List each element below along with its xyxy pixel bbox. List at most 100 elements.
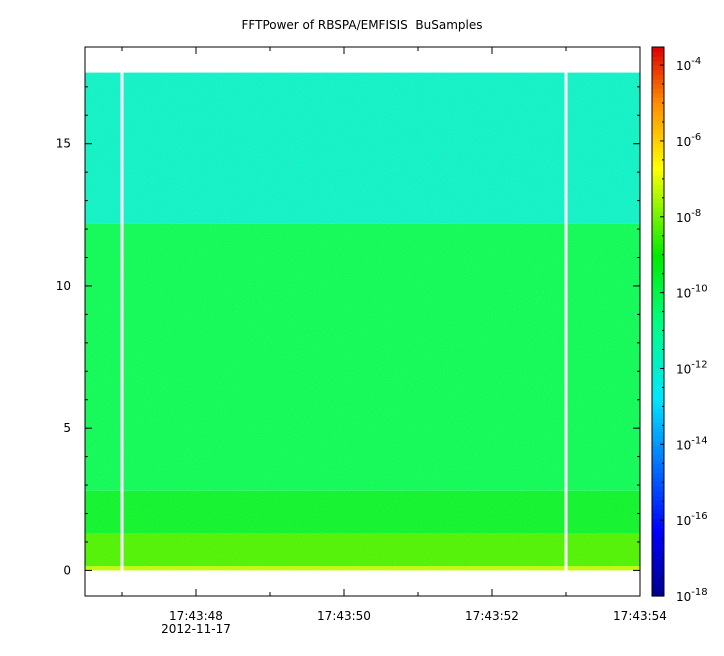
colorbar-segment <box>652 550 664 556</box>
colorbar-segment <box>652 138 664 144</box>
colorbar-tick-label: 10-4 <box>676 56 701 73</box>
colorbar-segment <box>652 266 664 272</box>
colorbar-segment <box>652 504 664 510</box>
y-tick-label: 5 <box>63 421 71 435</box>
colorbar-segment <box>652 220 664 227</box>
x-tick-label: 17:43:52 <box>465 609 519 623</box>
y-tick-label: 10 <box>56 279 71 293</box>
colorbar-segment <box>652 165 664 172</box>
colorbar-segment <box>652 435 664 442</box>
colorbar-segment <box>652 284 664 291</box>
colorbar-segment <box>652 83 664 89</box>
colorbar-segment <box>652 225 664 231</box>
colorbar-segment <box>652 120 664 126</box>
colorbar-tick-label: 10-18 <box>676 587 708 604</box>
colorbar-segment <box>652 563 664 570</box>
colorbar-tick-label: 10-16 <box>676 511 708 528</box>
y-tick-label: 0 <box>63 563 71 577</box>
colorbar-segment <box>652 234 664 240</box>
colorbar-segment <box>652 307 664 313</box>
colorbar-segment <box>652 536 664 542</box>
colorbar-segment <box>652 197 664 204</box>
colorbar-segment <box>652 495 664 501</box>
y-tick-label: 15 <box>56 137 71 151</box>
colorbar-segment <box>652 348 664 355</box>
colorbar-segment <box>652 522 664 528</box>
colorbar-segment <box>652 408 664 414</box>
colorbar-segment <box>652 179 664 185</box>
colorbar-segment <box>652 362 664 368</box>
colorbar-segment <box>652 326 664 332</box>
colorbar-segment <box>652 271 664 277</box>
colorbar-segment <box>652 445 664 451</box>
colorbar-segment <box>652 321 664 327</box>
colorbar-segment <box>652 152 664 158</box>
colorbar-segment <box>652 403 664 410</box>
colorbar-segment <box>652 97 664 103</box>
colorbar-segment <box>652 262 664 268</box>
colorbar-segment <box>652 431 664 437</box>
colorbar-segment <box>652 582 664 588</box>
colorbar-segment <box>652 239 664 245</box>
colorbar-segment <box>652 371 664 377</box>
colorbar-segment <box>652 133 664 140</box>
colorbar-tick-label: 10-8 <box>676 208 701 225</box>
colorbar-segment <box>652 60 664 66</box>
colorbar-segment <box>652 79 664 85</box>
colorbar-segment <box>652 252 664 259</box>
colorbar-segment <box>652 568 664 574</box>
colorbar-segment <box>652 51 664 57</box>
colorbar-segment <box>652 380 664 387</box>
colorbar-segment <box>652 170 664 176</box>
colorbar-segment <box>652 467 664 474</box>
x-tick-label: 17:43:54 <box>613 609 667 623</box>
plot-frame <box>84 46 641 597</box>
colorbar-segment <box>652 88 664 94</box>
colorbar-segment <box>652 243 664 249</box>
colorbar-segment <box>652 216 664 222</box>
colorbar-segment <box>652 463 664 469</box>
colorbar-segment <box>652 586 664 593</box>
colorbar-segment <box>652 385 664 391</box>
data-gap-0 <box>120 72 124 571</box>
colorbar-segment <box>652 390 664 396</box>
colorbar-segment <box>652 413 664 419</box>
colorbar-segment <box>652 129 664 135</box>
colorbar-segment <box>652 422 664 428</box>
colorbar-segment <box>652 124 664 130</box>
colorbar-segment <box>652 399 664 405</box>
colorbar-segment <box>652 335 664 341</box>
colorbar-segment <box>652 353 664 359</box>
colorbar-segment <box>652 111 664 117</box>
colorbar-segment <box>652 56 664 62</box>
colorbar-segment <box>652 554 664 560</box>
colorbar-segment <box>652 472 664 478</box>
colorbar-segment <box>652 101 664 108</box>
colorbar-segment <box>652 527 664 533</box>
colorbar-segment <box>652 69 664 76</box>
colorbar-segment <box>652 65 664 71</box>
colorbar-segment <box>652 499 664 506</box>
colorbar-segment <box>652 339 664 345</box>
colorbar-segment <box>652 257 664 263</box>
colorbar-segment <box>652 573 664 579</box>
spectrogram-texture <box>85 72 640 571</box>
colorbar-segment <box>652 115 664 121</box>
colorbar-segment <box>652 518 664 524</box>
colorbar-segment <box>652 490 664 496</box>
colorbar-segment <box>652 577 664 583</box>
colorbar-frame <box>651 46 665 597</box>
colorbar-segment <box>652 486 664 492</box>
colorbar-tick-label: 10-10 <box>676 284 708 301</box>
x-date-label: 2012-11-17 <box>161 622 231 636</box>
colorbar-segment <box>652 477 664 483</box>
colorbar-segment <box>652 440 664 446</box>
colorbar-segment <box>652 161 664 167</box>
colorbar-segment <box>652 280 664 286</box>
colorbar-segment <box>652 344 664 350</box>
colorbar-segment <box>652 330 664 336</box>
colorbar-segment <box>652 394 664 400</box>
colorbar-segment <box>652 184 664 190</box>
